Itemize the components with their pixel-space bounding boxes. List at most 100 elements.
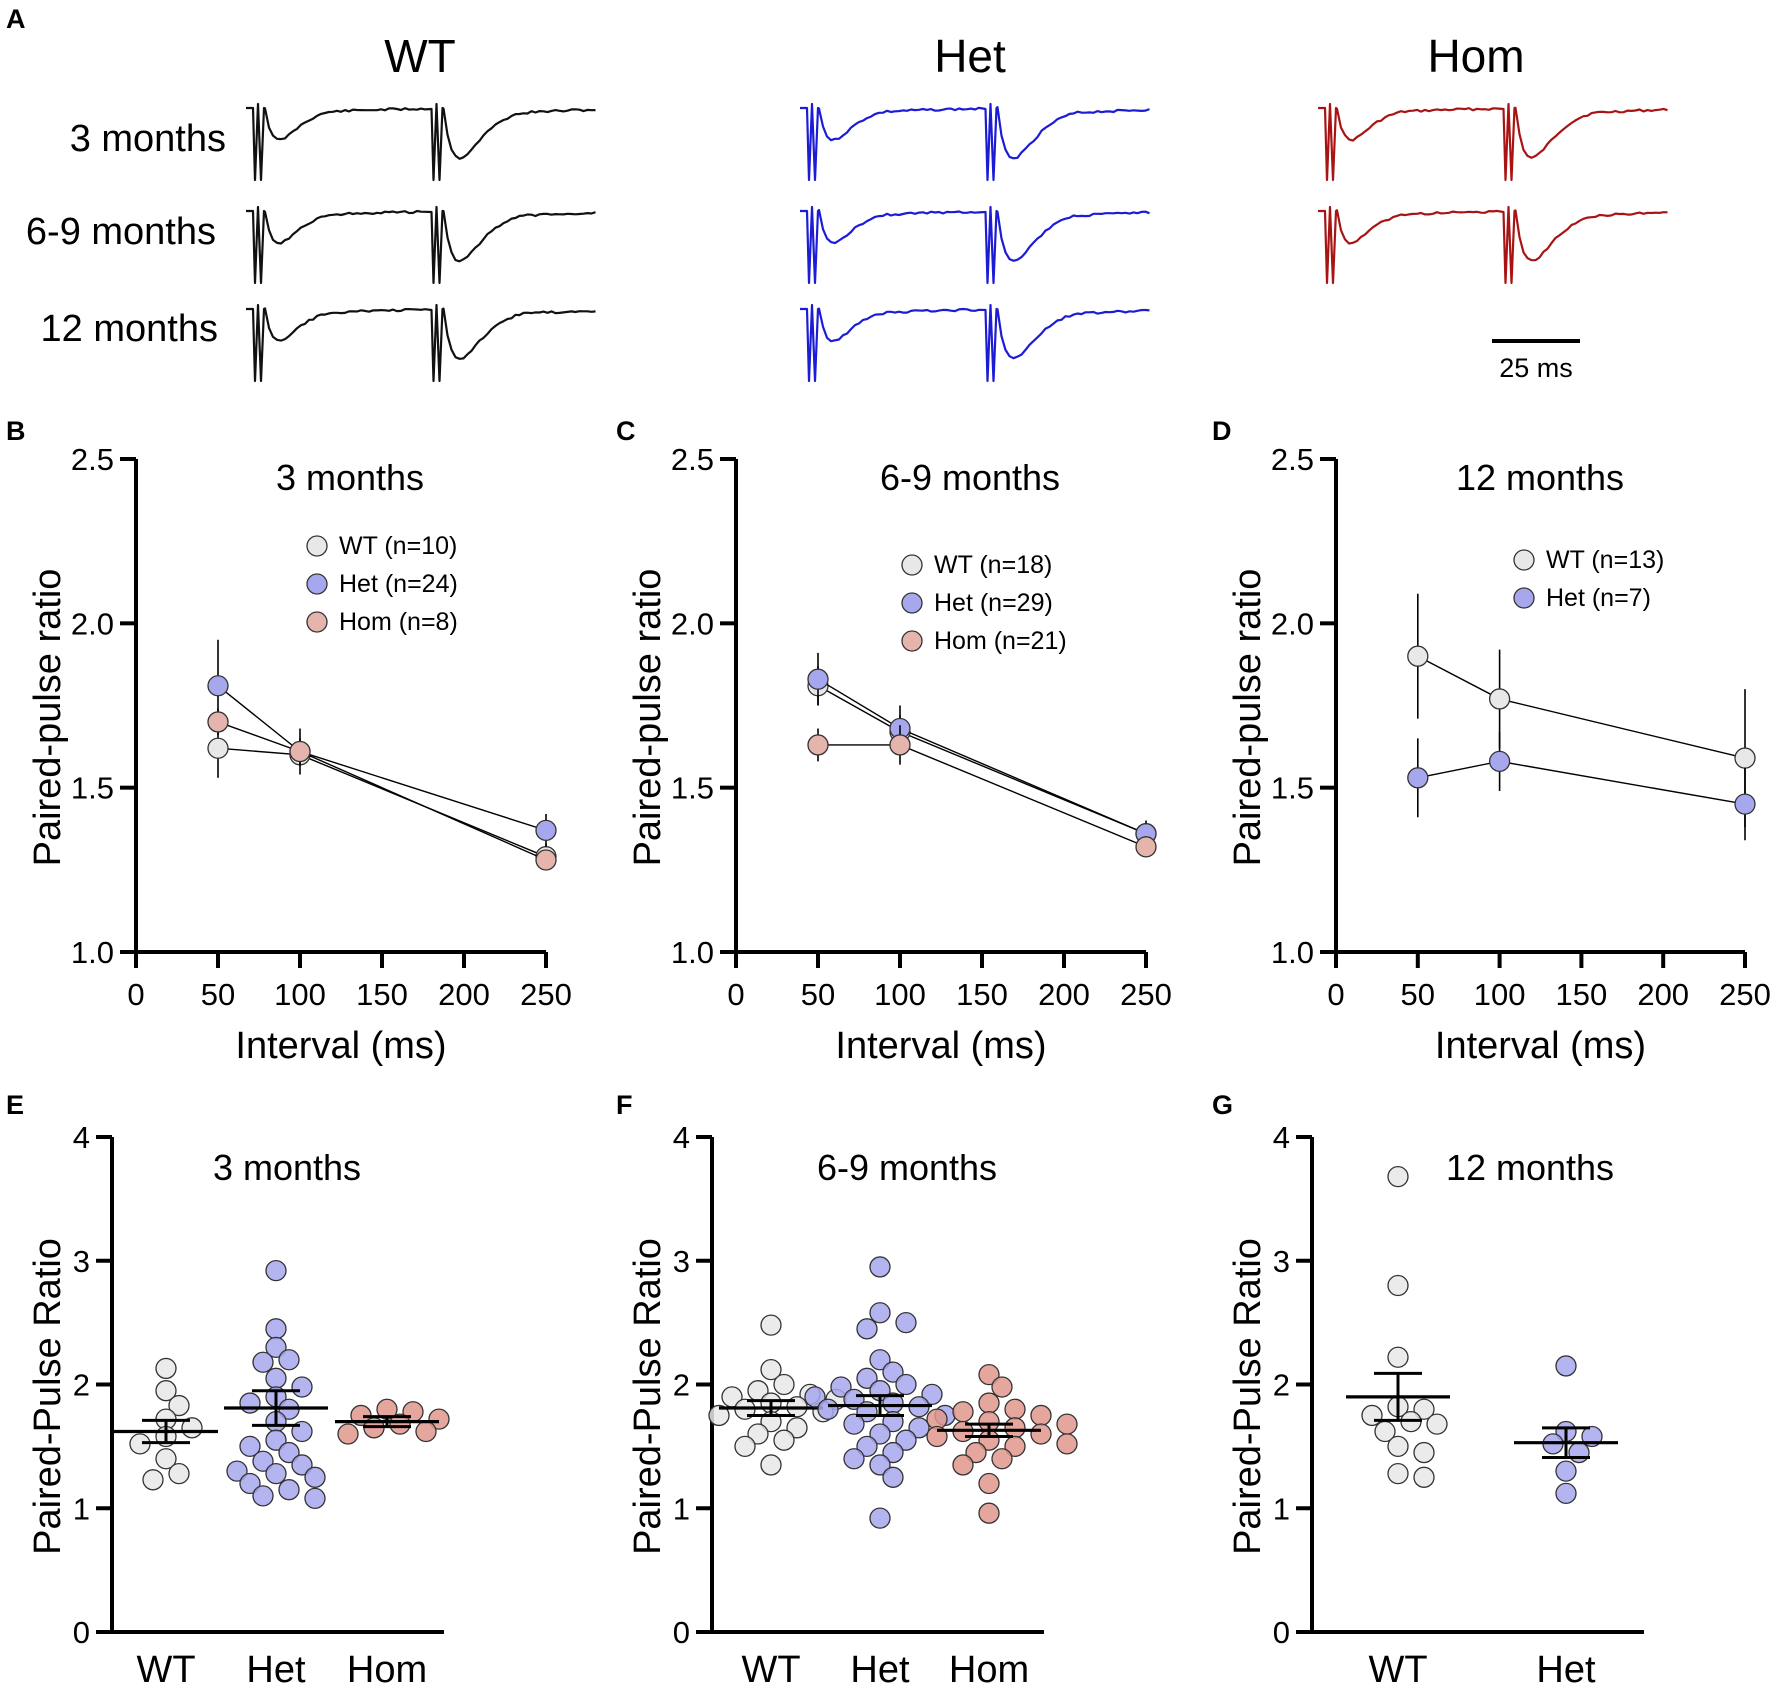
y-tick-label: 2.0: [1271, 606, 1314, 641]
chart-b: B 3 months Paired-pulse ratio 1.0 1.5 2.0 2.5 0…: [6, 416, 572, 1067]
data-point: [869, 1302, 891, 1324]
data-point: [1555, 1355, 1577, 1377]
series-wt: [207, 718, 557, 870]
chart-title: 3 months: [213, 1147, 361, 1188]
data-point: [895, 1311, 917, 1334]
data-point: [952, 1401, 974, 1423]
chart-f: F 6-9 months Paired-Pulse Ratio 0 1 2 3 4 WT Het H…: [616, 1090, 1078, 1683]
data-point: [895, 1373, 917, 1396]
y-tick-label: 0: [1273, 1615, 1290, 1650]
panel-letter-g: G: [1212, 1090, 1233, 1120]
data-point: [239, 1472, 261, 1495]
data-point: [252, 1450, 274, 1472]
data-point: [1387, 1435, 1409, 1458]
legend-entry: WT (n=13): [1546, 546, 1664, 574]
trace-het-12-months: [800, 303, 1150, 383]
data-point: [1426, 1413, 1448, 1435]
data-point: [734, 1435, 756, 1458]
data-point: [773, 1373, 795, 1396]
y-tick-label: 4: [73, 1120, 90, 1155]
legend-entry: Hom (n=8): [339, 608, 458, 636]
y-tick-label: 2: [73, 1368, 90, 1403]
data-point: [1488, 688, 1511, 710]
data-point: [843, 1448, 865, 1470]
x-tick-label: 50: [801, 977, 835, 1012]
data-point: [265, 1260, 287, 1282]
data-point: [1413, 1398, 1435, 1420]
legend-marker: [306, 611, 328, 633]
legend-entry: WT (n=10): [339, 532, 457, 560]
data-point: [265, 1429, 287, 1451]
data-point: [415, 1420, 437, 1443]
data-point: [869, 1507, 891, 1529]
y-tick-label: 2.5: [671, 442, 714, 477]
series-hom: [807, 725, 1157, 858]
data-point: [1734, 793, 1756, 815]
series-line: [817, 678, 1147, 835]
data-point: [304, 1487, 326, 1509]
trace-wt-12-months: [246, 303, 596, 383]
column-title-wt: WT: [384, 30, 456, 82]
data-point: [1004, 1398, 1026, 1420]
data-point: [1413, 1441, 1435, 1464]
data-point: [869, 1256, 891, 1278]
x-tick-label: 200: [1038, 977, 1090, 1012]
data-point: [856, 1435, 878, 1458]
trace-wt-3-months: [246, 102, 596, 182]
data-point: [978, 1363, 1000, 1386]
series-line: [217, 747, 547, 858]
x-tick-label: 150: [1556, 977, 1608, 1012]
chart-title: 6-9 months: [817, 1147, 997, 1188]
x-tick-label: 150: [956, 977, 1008, 1012]
data-point: [1387, 1346, 1409, 1368]
data-point: [807, 668, 829, 690]
data-point: [952, 1454, 974, 1476]
data-point: [908, 1417, 930, 1439]
x-tick-label: 0: [727, 977, 744, 1012]
legend-entry: Het (n=29): [934, 589, 1053, 617]
data-point: [278, 1441, 300, 1464]
y-tick-label: 1: [73, 1491, 90, 1526]
data-point: [1734, 747, 1756, 769]
trace-hom-3-months: [1318, 102, 1668, 182]
data-point: [807, 734, 829, 756]
chart-c: C 6-9 months Paired-pulse ratio 1.0 1.5 2.0 2.…: [616, 416, 1172, 1067]
y-tick-label: 0: [673, 1615, 690, 1650]
data-point: [830, 1376, 852, 1398]
panel-letter-a: A: [6, 4, 26, 34]
y-tick-label: 4: [673, 1120, 690, 1155]
panel-letter-b: B: [6, 416, 26, 446]
data-point: [1387, 1274, 1409, 1297]
data-point: [278, 1349, 300, 1371]
group-hom: [335, 1398, 450, 1445]
data-point: [265, 1367, 287, 1389]
data-point: [1555, 1482, 1577, 1505]
legend-entry: Het (n=7): [1546, 584, 1651, 612]
x-category-label: Hom: [949, 1649, 1029, 1683]
chart-d: D 12 months Paired-pulse ratio 1.0 1.5 2.0 2.5…: [1212, 416, 1771, 1067]
x-axis-label: Interval (ms): [1435, 1025, 1646, 1067]
data-point: [535, 849, 557, 871]
data-point: [991, 1376, 1013, 1398]
data-point: [289, 740, 311, 763]
group-wt: [708, 1314, 847, 1476]
legend-entry: Het (n=24): [339, 570, 458, 598]
data-point: [291, 1376, 313, 1398]
data-point: [168, 1394, 190, 1417]
x-tick-label: 200: [438, 977, 490, 1012]
data-point: [1387, 1165, 1409, 1188]
chart-title: 12 months: [1456, 457, 1624, 498]
y-tick-label: 2: [1273, 1368, 1290, 1403]
panel-letter-f: F: [616, 1090, 633, 1120]
x-tick-label: 100: [1474, 977, 1526, 1012]
data-point: [786, 1417, 808, 1439]
data-point: [1387, 1462, 1409, 1485]
data-point: [869, 1454, 891, 1476]
data-point: [278, 1479, 300, 1501]
y-axis-label: Paired-pulse ratio: [27, 569, 69, 867]
data-point: [1488, 750, 1511, 773]
row-label-3-months: 3 months: [70, 118, 226, 160]
x-tick-label: 50: [201, 977, 235, 1012]
data-point: [895, 1429, 917, 1451]
trace-het-3-months: [800, 102, 1150, 182]
